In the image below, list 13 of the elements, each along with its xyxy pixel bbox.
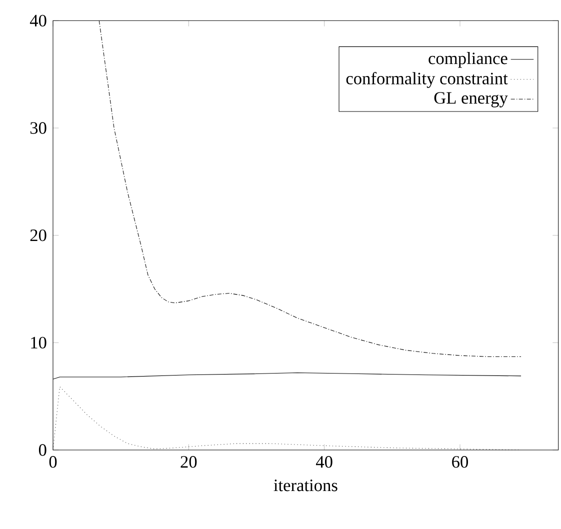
x-tick-label: 60 — [452, 456, 468, 468]
y-tick-label: 40 — [30, 14, 46, 27]
x-tick-label: 0 — [49, 456, 57, 468]
x-tick-label: 20 — [180, 456, 197, 468]
legend-label: compliance — [428, 52, 508, 68]
y-tick-label: 20 — [30, 229, 46, 242]
x-tick-label: 40 — [316, 456, 332, 468]
x-axis-title: iterations — [274, 480, 338, 492]
y-tick-label: 0 — [38, 444, 46, 456]
y-tick-label: 30 — [30, 122, 46, 134]
y-tick-label: 10 — [31, 336, 46, 349]
legend-label: conformality constraint — [346, 72, 508, 88]
legend-label: GL energy — [434, 92, 508, 108]
